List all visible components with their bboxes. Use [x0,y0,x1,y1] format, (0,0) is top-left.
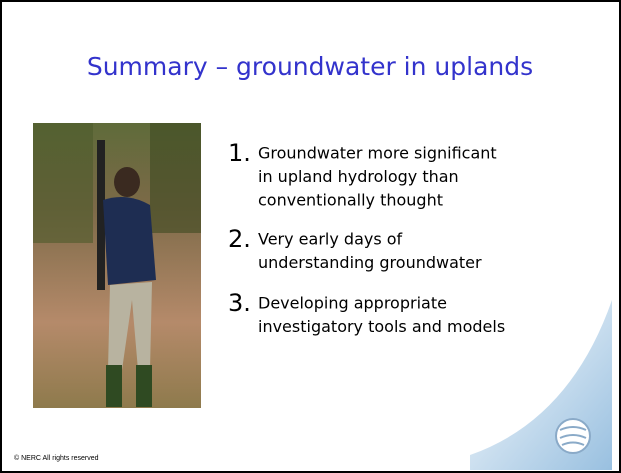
item-number: 2. [228,225,251,253]
item-text: Very early days of [258,230,403,249]
item-text: conventionally thought [258,191,443,210]
item-text: investigatory tools and models [258,317,505,336]
slide-title: Summary – groundwater in uplands [87,52,533,81]
item-text: Groundwater more significant [258,144,497,163]
item-text: in upland hydrology than [258,167,459,186]
item-text: Developing appropriate [258,294,447,313]
logo [555,418,591,454]
footer: © NERC All rights reserved [14,454,99,462]
item-text: understanding groundwater [258,253,482,272]
item-number: 1. [228,139,251,167]
item-number: 3. [228,289,251,317]
photo [33,123,201,408]
